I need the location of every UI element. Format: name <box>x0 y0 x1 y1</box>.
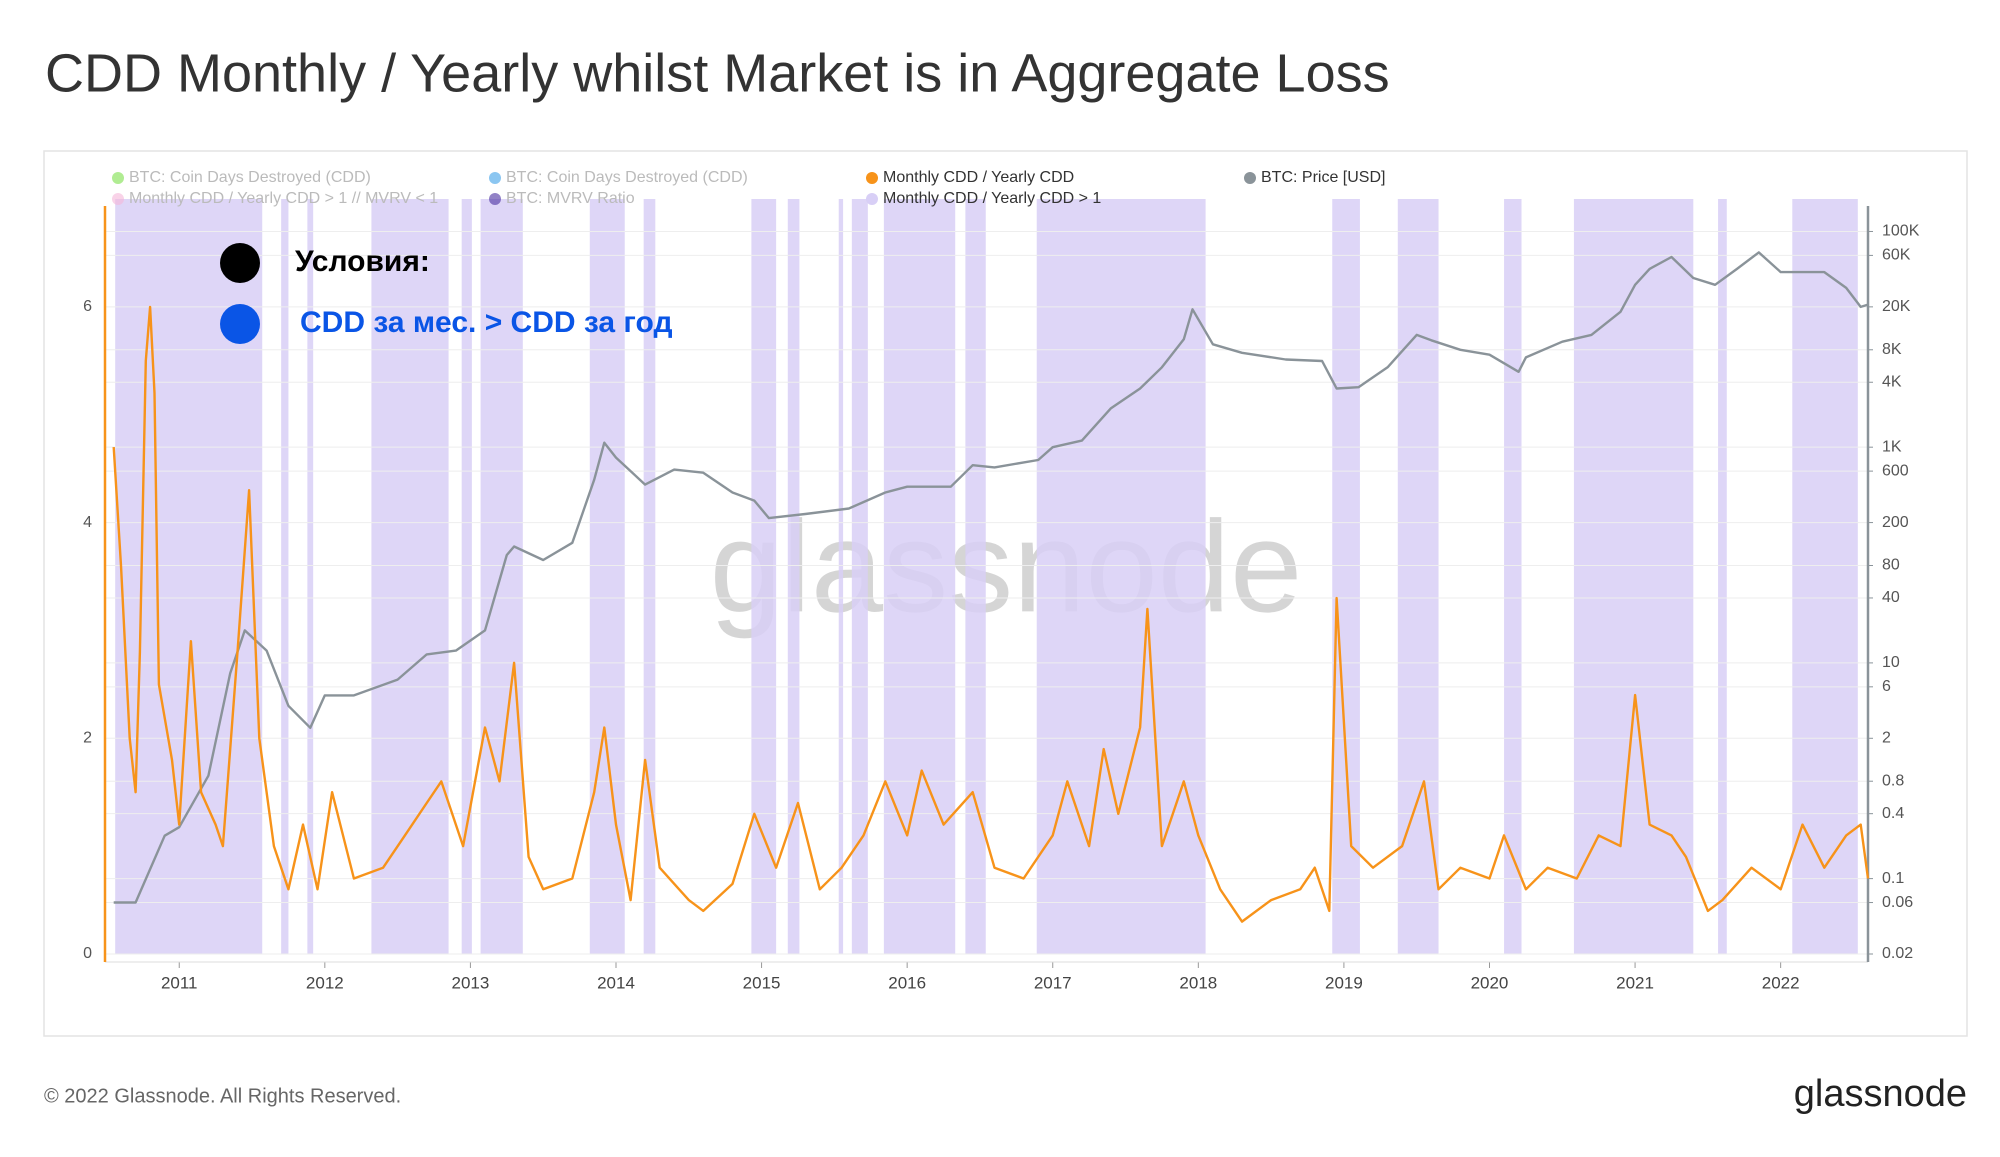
x-tick-label: 2015 <box>743 973 781 992</box>
footer: © 2022 Glassnode. All Rights Reserved. <box>44 1085 401 1107</box>
highlight-band <box>1036 199 1206 954</box>
highlight-band <box>751 199 777 954</box>
x-tick-label: 2018 <box>1179 973 1217 992</box>
x-tick-label: 2022 <box>1762 973 1800 992</box>
highlight-band <box>1332 199 1360 954</box>
x-tick-label: 2011 <box>161 973 198 992</box>
highlight-band <box>1504 199 1522 954</box>
x-tick-label: 2017 <box>1034 973 1072 992</box>
legend-label: BTC: MVRV Ratio <box>506 190 635 207</box>
x-tick-label: 2020 <box>1471 973 1509 992</box>
y2-tick-label: 0.8 <box>1882 772 1904 789</box>
chart-frame <box>43 150 1968 1037</box>
legend-dot <box>489 172 501 184</box>
y2-tick-label: 0.1 <box>1882 870 1904 887</box>
y2-tick-label: 100K <box>1882 223 1920 240</box>
x-tick-label: 2016 <box>888 973 926 992</box>
legend-label: BTC: Coin Days Destroyed (CDD) <box>129 169 371 186</box>
y2-tick-label: 6 <box>1882 678 1891 695</box>
y2-tick-label: 20K <box>1882 298 1911 315</box>
y2-tick-label: 200 <box>1882 514 1909 531</box>
y2-tick-label: 0.06 <box>1882 894 1913 911</box>
legend-label: Monthly CDD / Yearly CDD > 1 // MVRV < 1 <box>129 190 438 207</box>
highlight-band <box>1573 199 1694 954</box>
highlight-band <box>1397 199 1439 954</box>
x-tick-label: 2014 <box>597 973 635 992</box>
logo: glassnode <box>1794 1073 1967 1115</box>
x-tick-label: 2019 <box>1325 973 1363 992</box>
legend-dot <box>866 172 878 184</box>
y-tick-label: 6 <box>83 298 92 315</box>
legend-dot <box>112 193 124 205</box>
y2-tick-label: 1K <box>1882 438 1902 455</box>
y2-tick-label: 8K <box>1882 341 1902 358</box>
x-tick-label: 2012 <box>306 973 344 992</box>
highlight-band <box>1792 199 1858 954</box>
y2-tick-label: 2 <box>1882 730 1891 747</box>
highlight-band <box>851 199 868 954</box>
x-tick-label: 2013 <box>451 973 489 992</box>
y2-tick-label: 600 <box>1882 462 1909 479</box>
x-tick-label: 2021 <box>1616 973 1654 992</box>
y2-tick-label: 0.4 <box>1882 805 1904 822</box>
highlight-band <box>1718 199 1727 954</box>
highlight-band <box>461 199 472 954</box>
highlight-band <box>883 199 956 954</box>
series-line <box>112 305 1870 923</box>
legend-label: BTC: Price [USD] <box>1261 169 1385 186</box>
annotation-dot <box>220 243 260 283</box>
legend-label: BTC: Coin Days Destroyed (CDD) <box>506 169 748 186</box>
y2-tick-label: 60K <box>1882 247 1911 264</box>
y2-tick-label: 80 <box>1882 557 1900 574</box>
annotation-dot <box>220 304 260 344</box>
annotation-text: CDD за мес. > CDD за год <box>300 306 673 339</box>
chart-title: CDD Monthly / Yearly whilst Market is in… <box>45 43 1390 103</box>
legend-label: Monthly CDD / Yearly CDD <box>883 169 1074 186</box>
annotation-text: Условия: <box>295 245 430 278</box>
legend-dot <box>1244 172 1256 184</box>
y-tick-label: 2 <box>83 730 92 747</box>
series-line <box>113 251 1869 904</box>
highlight-band <box>281 199 289 954</box>
y2-tick-label: 4K <box>1882 373 1902 390</box>
legend-dot <box>112 172 124 184</box>
highlight-band <box>307 199 314 954</box>
legend-label: Monthly CDD / Yearly CDD > 1 <box>883 190 1101 207</box>
highlight-band <box>589 199 625 954</box>
highlight-band <box>787 199 800 954</box>
legend-dot <box>866 193 878 205</box>
y-tick-label: 0 <box>83 945 92 962</box>
legend-dot <box>489 193 501 205</box>
highlight-band <box>838 199 844 954</box>
highlight-band <box>965 199 986 954</box>
y-tick-label: 4 <box>83 514 92 531</box>
y2-tick-label: 40 <box>1882 589 1900 606</box>
highlight-band <box>643 199 656 954</box>
y2-tick-label: 0.02 <box>1882 945 1913 962</box>
y2-tick-label: 10 <box>1882 654 1900 671</box>
